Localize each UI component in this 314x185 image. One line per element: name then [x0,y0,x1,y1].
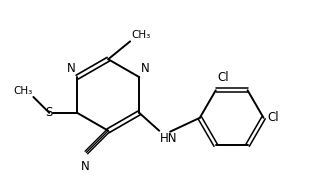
Text: N: N [67,62,75,75]
Text: S: S [45,106,52,119]
Text: HN: HN [160,132,178,145]
Text: N: N [141,62,150,75]
Text: Cl: Cl [218,71,229,84]
Text: CH₃: CH₃ [131,30,150,40]
Text: Cl: Cl [268,111,279,124]
Text: CH₃: CH₃ [13,86,32,96]
Text: N: N [81,160,90,174]
